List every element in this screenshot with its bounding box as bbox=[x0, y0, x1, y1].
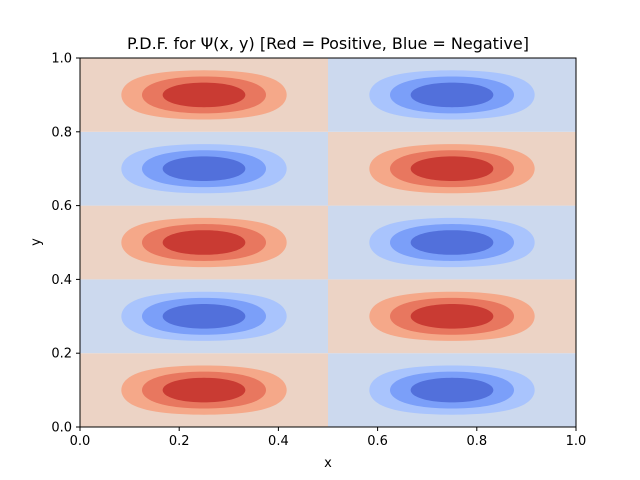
contour-band-level-3 bbox=[410, 82, 494, 108]
y-tick-label: 0.4 bbox=[51, 273, 72, 288]
contour-band-level-3 bbox=[410, 230, 494, 255]
contour-lobe-positive bbox=[80, 353, 328, 427]
contour-lobe-negative bbox=[80, 131, 328, 206]
contour-lobe-negative bbox=[328, 205, 576, 280]
contour-band-level-3 bbox=[410, 156, 494, 181]
x-tick-label: 0.8 bbox=[466, 434, 487, 449]
contour-band-level-3 bbox=[162, 377, 246, 403]
contour-plot-area bbox=[80, 58, 576, 427]
contour-lobe-positive bbox=[328, 131, 576, 206]
contour-lobe-positive bbox=[328, 279, 576, 354]
contour-band-level-3 bbox=[162, 82, 246, 108]
chart-title: P.D.F. for Ψ(x, y) [Red = Positive, Blue… bbox=[127, 34, 529, 53]
contour-band-level-3 bbox=[162, 304, 246, 329]
axes-frame bbox=[79, 57, 577, 428]
x-axis: 0.0 0.2 0.4 0.6 0.8 1.0 bbox=[70, 427, 587, 449]
y-tick-label: 0.6 bbox=[51, 199, 72, 214]
contour-band-level-3 bbox=[410, 377, 494, 403]
contour-lobe-negative bbox=[328, 58, 576, 132]
y-tick-label: 0.0 bbox=[51, 421, 72, 436]
x-tick-label: 1.0 bbox=[566, 434, 587, 449]
x-axis-label: x bbox=[324, 456, 332, 471]
contour-lobe-positive bbox=[80, 205, 328, 280]
y-axis-label: y bbox=[29, 238, 44, 246]
y-tick-label: 0.8 bbox=[51, 125, 72, 140]
contour-lobe-negative bbox=[328, 353, 576, 427]
x-tick-label: 0.6 bbox=[367, 434, 388, 449]
contour-band-level-3 bbox=[162, 156, 246, 181]
contour-lobe-positive bbox=[80, 58, 328, 132]
y-tick-label: 1.0 bbox=[51, 52, 72, 67]
contour-lobe-negative bbox=[80, 279, 328, 354]
x-tick-label: 0.4 bbox=[268, 434, 289, 449]
contour-band-level-3 bbox=[162, 230, 246, 255]
x-tick-label: 0.0 bbox=[70, 434, 91, 449]
y-axis: 0.0 0.2 0.4 0.6 0.8 1.0 bbox=[51, 52, 80, 436]
x-tick-label: 0.2 bbox=[169, 434, 190, 449]
y-tick-label: 0.2 bbox=[51, 347, 72, 362]
contour-band-level-3 bbox=[410, 304, 494, 329]
